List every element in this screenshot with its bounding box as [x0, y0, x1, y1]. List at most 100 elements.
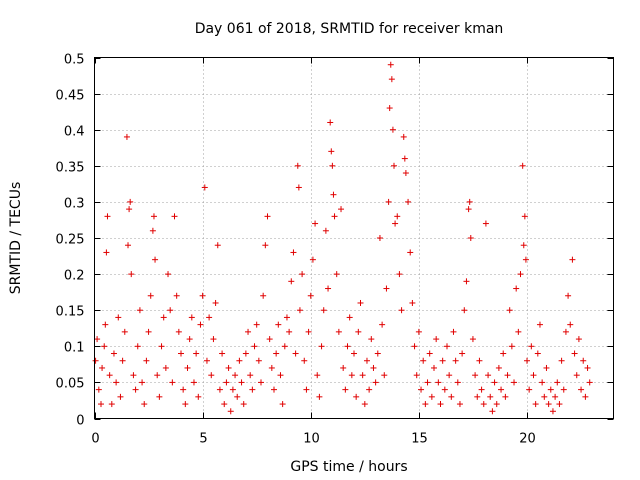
data-point — [409, 299, 416, 306]
data-point — [567, 321, 574, 328]
data-point — [381, 372, 388, 379]
data-point — [312, 220, 319, 227]
data-point — [232, 372, 239, 379]
data-point — [394, 213, 401, 220]
data-point — [216, 386, 223, 393]
data-point — [186, 336, 193, 343]
data-point — [565, 292, 572, 299]
data-point — [552, 393, 559, 400]
data-point — [260, 292, 267, 299]
data-point — [273, 350, 280, 357]
data-point — [374, 350, 381, 357]
data-point — [121, 328, 128, 335]
data-point — [203, 357, 210, 364]
data-point — [307, 292, 314, 299]
x-tick-labels: 0 5 10 15 20 — [91, 432, 535, 447]
data-point — [290, 249, 297, 256]
data-point — [405, 198, 412, 205]
data-point — [295, 184, 302, 191]
data-point — [101, 343, 108, 350]
data-point — [106, 372, 113, 379]
y-tick-label: 0.5 — [64, 53, 85, 68]
data-point — [197, 321, 204, 328]
data-point — [160, 314, 167, 321]
data-point — [141, 401, 148, 408]
data-point — [178, 350, 184, 357]
data-point — [171, 213, 178, 220]
data-point — [225, 364, 232, 371]
y-tick-label: 0 — [76, 414, 84, 429]
data-point — [474, 393, 481, 400]
data-point — [229, 386, 236, 393]
data-point — [288, 278, 295, 285]
data-point — [536, 321, 543, 328]
x-tick-label: 15 — [411, 432, 428, 447]
data-point — [258, 379, 265, 386]
data-point — [522, 256, 529, 263]
data-point — [428, 393, 435, 400]
data-point — [386, 105, 393, 112]
data-point — [355, 328, 362, 335]
data-point — [491, 379, 498, 386]
data-point — [223, 379, 230, 386]
data-point — [314, 372, 321, 379]
data-point — [515, 328, 522, 335]
y-tick-label: 0.25 — [56, 233, 85, 248]
data-point — [221, 401, 228, 408]
data-point — [348, 372, 355, 379]
grid-lines — [94, 57, 614, 419]
data-point — [571, 350, 578, 357]
data-point — [424, 379, 431, 386]
data-point — [296, 307, 303, 314]
data-point — [391, 162, 398, 169]
data-point — [580, 357, 587, 364]
data-point — [435, 379, 442, 386]
data-point — [264, 213, 271, 220]
data-point — [318, 343, 325, 350]
data-point — [396, 271, 403, 278]
data-point — [283, 314, 290, 321]
data-point — [402, 170, 409, 177]
data-point — [422, 401, 429, 408]
data-point — [99, 364, 106, 371]
data-point — [134, 343, 141, 350]
y-tick-label: 0.05 — [56, 377, 85, 392]
data-point — [467, 235, 474, 241]
data-point — [485, 372, 492, 379]
data-point — [329, 162, 336, 169]
data-point — [495, 364, 502, 371]
data-point — [245, 328, 252, 335]
data-point — [519, 162, 526, 169]
data-point — [162, 364, 169, 371]
data-point — [489, 408, 496, 415]
data-point — [167, 307, 174, 314]
data-point — [569, 256, 576, 263]
data-point — [327, 119, 334, 126]
data-point — [556, 401, 563, 408]
data-point — [188, 314, 195, 321]
data-point — [242, 350, 249, 357]
data-point — [526, 386, 533, 393]
data-point — [578, 386, 585, 393]
data-point — [303, 386, 310, 393]
data-point — [498, 386, 505, 393]
x-tick-label: 5 — [199, 432, 207, 447]
data-point — [502, 393, 509, 400]
data-point — [411, 343, 418, 350]
y-tick-label: 0.3 — [64, 197, 85, 212]
data-point — [528, 343, 535, 350]
data-point — [532, 401, 539, 408]
data-point — [305, 328, 312, 335]
data-point — [206, 314, 213, 321]
data-point — [150, 213, 157, 220]
y-tick-label: 0.1 — [64, 341, 85, 356]
data-point — [117, 393, 124, 400]
data-point — [398, 307, 405, 314]
data-point — [154, 372, 161, 379]
data-point — [560, 386, 567, 393]
data-point — [115, 314, 122, 321]
data-point — [165, 271, 172, 278]
data-point — [342, 386, 349, 393]
data-point — [277, 372, 284, 379]
